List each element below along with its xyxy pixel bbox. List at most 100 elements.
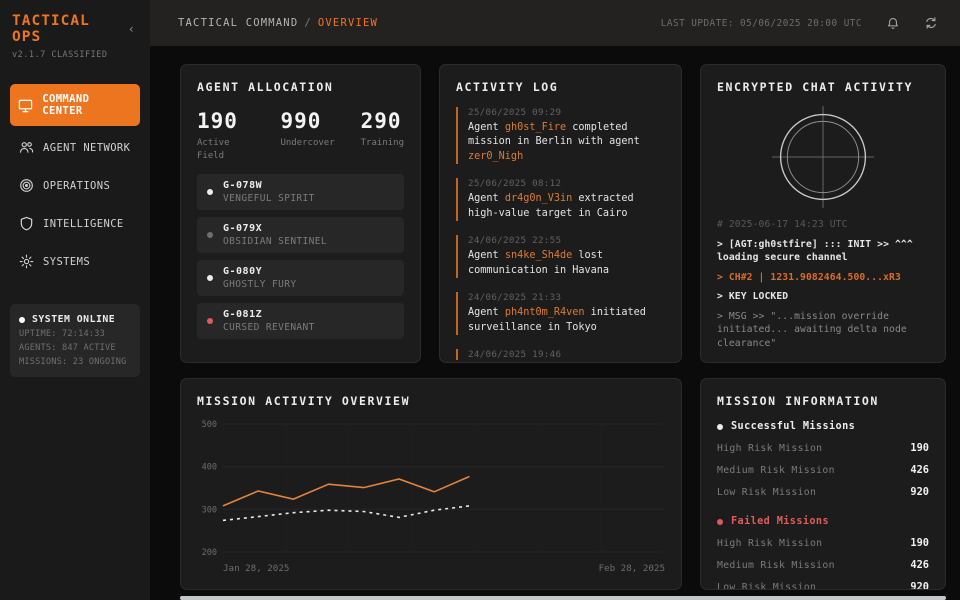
failed-dot <box>717 518 723 525</box>
breadcrumb-separator: / <box>304 17 312 29</box>
agent-code: G-080Y <box>223 266 263 278</box>
chat-line: > [AGT:gh0stfire] ::: INIT >> ^^^ loadin… <box>717 238 913 264</box>
log-text-part: Agent <box>468 307 505 319</box>
radar-graphic <box>717 104 929 210</box>
log-text-part: Agent <box>468 193 505 205</box>
sidebar-item-systems[interactable]: SYSTEMS <box>10 245 140 278</box>
agents-active-text: AGENTS: 847 ACTIVE <box>19 343 116 353</box>
agent-ref: dr4g0n_V3in <box>504 193 573 205</box>
stat-active-field: 190 Active Field <box>197 109 254 162</box>
mission-row: High Risk Mission 190 <box>717 537 929 549</box>
log-text-part: Agent <box>468 122 505 133</box>
log-text-part: Agent <box>468 250 505 262</box>
panel-title: MISSION INFORMATION <box>717 394 879 408</box>
mission-row-label: High Risk Mission <box>717 442 823 454</box>
panel-title: AGENT ALLOCATION <box>197 80 334 94</box>
log-date: 24/06/2025 19:46 <box>468 349 562 361</box>
x-axis-end-label: Feb 28, 2025 <box>598 563 665 574</box>
mission-activity-panel: MISSION ACTIVITY OVERVIEW 500 400 300 200 J… <box>180 378 682 590</box>
chat-line: > CH#2 | 1231.9082464.500...xR3 <box>717 271 901 283</box>
panel-title: MISSION ACTIVITY OVERVIEW <box>197 394 411 408</box>
horizontal-scrollbar[interactable] <box>180 596 946 600</box>
sidebar-item-label: AGENT NETWORK <box>43 141 131 154</box>
agent-stats: 190 Active Field 990 Undercover 290 Trai… <box>197 109 404 162</box>
mission-row-label: Low Risk Mission <box>717 581 817 590</box>
sidebar-collapse-icon[interactable]: ‹ <box>127 22 135 36</box>
mission-row: High Risk Mission 190 <box>717 442 929 454</box>
breadcrumb: TACTICAL COMMAND / OVERVIEW <box>178 17 378 29</box>
system-status-header: SYSTEM ONLINE <box>19 314 131 325</box>
agent-ref: gh0st_Fire <box>504 122 567 133</box>
gear-icon <box>18 254 34 269</box>
stat-value: 990 <box>280 109 322 133</box>
agent-code: G-078W <box>223 180 263 192</box>
mission-row: Low Risk Mission 920 <box>717 581 929 590</box>
agent-row[interactable]: G-079X OBSIDIAN SENTINEL <box>197 217 404 254</box>
log-text: Agent gh0st_Fire completed mission in Be… <box>468 121 665 164</box>
svg-text:400: 400 <box>202 463 217 473</box>
stat-label: Active Field <box>197 138 230 161</box>
group-label: Successful Missions <box>731 421 856 432</box>
monitor-icon <box>18 98 33 113</box>
panel-title: ACTIVITY LOG <box>456 80 559 94</box>
agent-code: G-081Z <box>223 309 263 321</box>
mission-row: Medium Risk Mission 426 <box>717 464 929 476</box>
log-entry: 25/06/2025 09:29 Agent gh0st_Fire comple… <box>456 107 665 165</box>
group-header: Successful Missions <box>717 421 929 432</box>
agent-ref: sn4ke_Sh4de <box>504 250 573 262</box>
breadcrumb-root[interactable]: TACTICAL COMMAND <box>178 17 299 29</box>
topbar: TACTICAL COMMAND / OVERVIEW LAST UPDATE: 0… <box>150 0 960 46</box>
status-online-dot <box>19 316 25 323</box>
successful-missions-group: Successful Missions High Risk Mission 19… <box>717 421 929 498</box>
log-text: Agent sn4ke_Sh4de lost communication in … <box>468 249 665 278</box>
sidebar-item-agent-network[interactable]: AGENT NETWORK <box>10 131 140 164</box>
agent-row[interactable]: G-078W VENGEFUL SPIRIT <box>197 174 404 211</box>
sidebar-item-intelligence[interactable]: INTELLIGENCE <box>10 207 140 240</box>
log-date: 25/06/2025 08:12 <box>468 178 562 190</box>
stat-label: Training <box>360 138 404 148</box>
log-date: 25/06/2025 09:29 <box>468 107 562 118</box>
bell-icon[interactable] <box>886 16 900 31</box>
topbar-right: LAST UPDATE: 05/06/2025 20:00 UTC <box>661 16 938 31</box>
log-text-part: lost communication in Havana <box>468 250 610 276</box>
sidebar-item-command-center[interactable]: COMMAND CENTER <box>10 84 140 126</box>
sidebar-item-operations[interactable]: OPERATIONS <box>10 169 140 202</box>
log-date: 24/06/2025 22:55 <box>468 235 562 247</box>
mission-activity-chart: 500 400 300 200 <box>202 420 663 558</box>
chart-series-missions-solid-orange <box>222 475 470 507</box>
log-text-part: completed mission in Berlin with agent <box>468 122 640 148</box>
agent-name: GHOSTLY FURY <box>223 279 297 291</box>
agent-allocation-panel: AGENT ALLOCATION 190 Active Field 990 Un… <box>180 64 421 363</box>
users-icon <box>18 140 34 155</box>
app-title: TACTICAL OPS <box>12 13 90 45</box>
mission-row-value: 920 <box>910 581 929 590</box>
group-header: Failed Missions <box>717 516 929 527</box>
mission-row-value: 190 <box>910 442 929 454</box>
log-text-part: initiated surveillance in Tokyo <box>468 307 646 333</box>
agent-row[interactable]: G-081Z CURSED REVENANT <box>197 303 404 340</box>
refresh-icon[interactable] <box>924 16 938 30</box>
sidebar-item-label: SYSTEMS <box>43 255 91 268</box>
breadcrumb-current[interactable]: OVERVIEW <box>317 17 379 29</box>
log-text: Agent dr4g0n_V3in extracted high-value t… <box>468 192 665 221</box>
agent-texts: G-079X OBSIDIAN SENTINEL <box>223 223 327 247</box>
log-entry: 24/06/2025 22:55 Agent sn4ke_Sh4de lost … <box>456 235 665 279</box>
agent-ref: zer0_Nigh <box>468 150 524 162</box>
missions-ongoing-text: MISSIONS: 23 ONGOING <box>19 357 127 367</box>
agent-texts: G-080Y GHOSTLY FURY <box>223 266 296 290</box>
stat-undercover: 990 Undercover <box>280 109 334 162</box>
stat-training: 290 Training <box>361 109 404 162</box>
last-update-text: LAST UPDATE: 05/06/2025 20:00 UTC <box>660 17 862 29</box>
stat-value: 290 <box>360 109 402 133</box>
agent-row[interactable]: G-080Y GHOSTLY FURY <box>197 260 404 297</box>
encrypted-chat-panel: ENCRYPTED CHAT ACTIVITY # 2025-06-17 14:… <box>700 64 946 363</box>
sidebar: TACTICAL OPS ‹ v2.1.7 CLASSIFIED COMMAND… <box>0 0 150 600</box>
mission-row-value: 920 <box>910 486 929 498</box>
chat-line: # 2025-06-17 14:23 UTC <box>717 219 848 230</box>
mission-row-label: Medium Risk Mission <box>717 559 835 571</box>
failed-missions-group: Failed Missions High Risk Mission 190 Me… <box>717 516 929 590</box>
system-status-label: SYSTEM ONLINE <box>32 314 116 325</box>
mission-row-value: 426 <box>910 464 929 476</box>
agent-status-dot <box>207 318 213 325</box>
chart-x-axis: Jan 28, 2025 Feb 28, 2025 <box>223 563 665 574</box>
